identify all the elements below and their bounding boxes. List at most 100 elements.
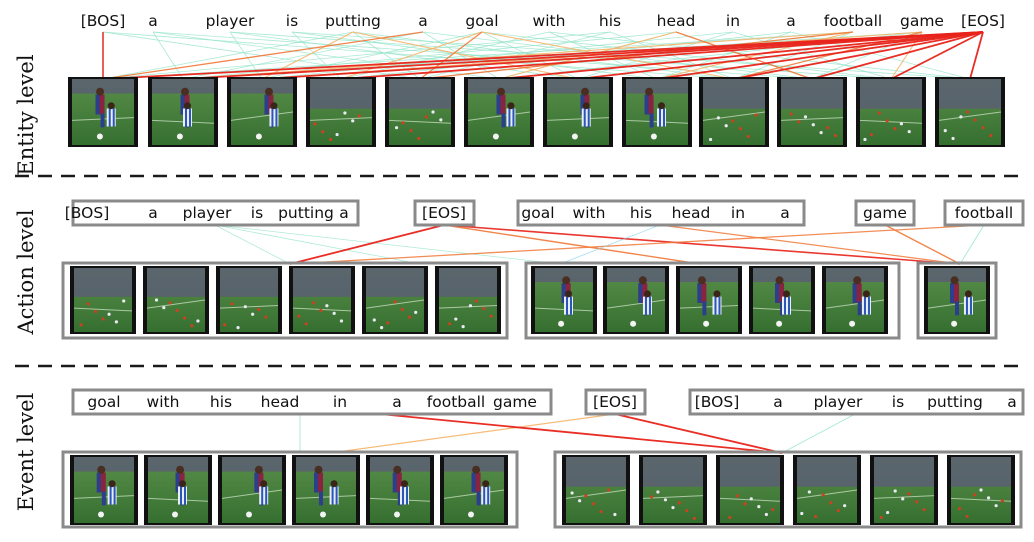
alignment-line [152, 31, 184, 80]
event-frame [793, 455, 861, 525]
alignment-line [659, 224, 961, 265]
alignment-line [379, 413, 783, 454]
entity-token: game [900, 12, 944, 30]
event-frame-group-1 [61, 450, 519, 529]
entity-frame [306, 77, 376, 147]
alignment-line [969, 31, 984, 80]
action-token: is [251, 204, 263, 222]
entity-token: with [533, 12, 566, 30]
alignment-line [443, 224, 961, 265]
event-token: putting [927, 393, 983, 411]
entity-token: his [599, 12, 621, 30]
action-frame [924, 266, 990, 334]
alignment-line [289, 224, 445, 265]
entity-frame [699, 77, 769, 147]
action-token-groups [71, 199, 1025, 227]
entity-token: player [206, 12, 255, 30]
alignment-line [289, 224, 985, 265]
event-frame [639, 455, 707, 525]
alignment-line [340, 31, 984, 80]
alignment-line [890, 31, 984, 80]
action-frame [289, 266, 355, 334]
alignment-line [559, 224, 661, 265]
alignment-line [102, 31, 354, 80]
level-label-entity: Entity level [14, 54, 38, 175]
alignment-line [291, 31, 342, 80]
action-group-box-3 [516, 199, 806, 227]
event-token: a [1007, 393, 1017, 411]
action-token: game [863, 204, 907, 222]
entity-frame [464, 77, 534, 147]
alignment-line [732, 31, 892, 80]
action-frame [676, 266, 742, 334]
alignment-line [656, 31, 792, 80]
alignment-line [443, 224, 701, 265]
action-token: a [780, 204, 790, 222]
alignment-line [733, 31, 923, 80]
event-group-box-3 [688, 388, 1025, 416]
action-token: putting [278, 204, 334, 222]
action-token: football [955, 204, 1013, 222]
event-frame [366, 455, 434, 525]
action-token: goal [521, 204, 554, 222]
entity-frame [148, 77, 218, 147]
event-frame [144, 455, 212, 525]
event-token: a [392, 393, 402, 411]
event-group-box-1 [71, 388, 553, 416]
event-token: in [333, 393, 347, 411]
action-frame [435, 266, 501, 334]
alignment-line [102, 31, 424, 80]
alignment-lines [102, 31, 985, 454]
alignment-line [481, 31, 892, 80]
alignment-line [419, 31, 854, 80]
entity-token: a [148, 12, 158, 30]
entity-token: head [657, 12, 696, 30]
alignment-line [781, 413, 856, 454]
event-token: goal [87, 393, 120, 411]
level-label-event: Event level [14, 393, 38, 512]
alignment-line [733, 31, 984, 80]
event-token: football [427, 393, 485, 411]
event-token: with [147, 393, 180, 411]
event-frames [61, 450, 1023, 529]
event-token: is [892, 393, 904, 411]
entity-frame [227, 77, 297, 147]
entity-token: goal [465, 12, 498, 30]
event-frame-group-2 [553, 450, 1023, 529]
alignment-line [261, 31, 984, 80]
alignment-line [577, 31, 984, 80]
entity-frame [777, 77, 847, 147]
entity-frame [385, 77, 455, 147]
alignment-line [614, 413, 783, 454]
alignment-line [229, 31, 579, 80]
event-frame [870, 455, 938, 525]
entity-token: [BOS] [81, 12, 126, 30]
action-token: [EOS] [422, 204, 466, 222]
entity-token: [EOS] [961, 12, 1005, 30]
action-token: with [573, 204, 606, 222]
event-token: [EOS] [593, 393, 637, 411]
entity-token: putting [325, 12, 381, 30]
alignment-line [182, 31, 854, 80]
action-token: [BOS] [65, 204, 110, 222]
event-token: game [493, 393, 537, 411]
entity-frame [935, 77, 1005, 147]
action-frame [822, 266, 888, 334]
entity-token: a [786, 12, 796, 30]
entity-token: football [824, 12, 882, 30]
event-token: head [261, 393, 300, 411]
alignment-line [884, 224, 961, 265]
alignment-line [214, 224, 421, 265]
event-token-groups [71, 388, 1025, 416]
entity-frame [622, 77, 692, 147]
action-token: in [731, 204, 745, 222]
action-token: head [672, 204, 711, 222]
action-frame [143, 266, 209, 334]
entity-frame [68, 77, 138, 147]
action-group-box-2 [413, 199, 476, 227]
entity-frame [543, 77, 613, 147]
event-token: his [210, 393, 232, 411]
event-group-box-2 [584, 388, 647, 416]
action-token: a [339, 204, 349, 222]
